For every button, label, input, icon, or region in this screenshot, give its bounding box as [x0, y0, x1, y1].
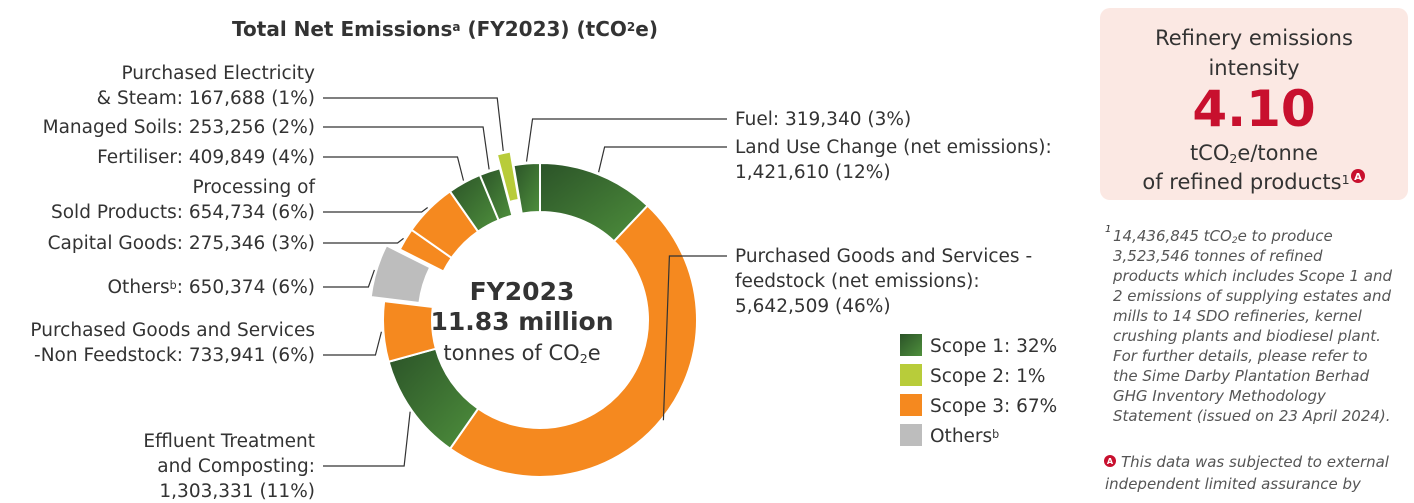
leader-line [323, 331, 383, 356]
badge-letter: A [1107, 457, 1114, 466]
segment-label: Purchased Goods and Services - [735, 246, 1032, 267]
leader-line [662, 255, 727, 421]
label-part: b [170, 279, 177, 292]
footnote-line: the Sime Darby Plantation Berhad [1113, 367, 1370, 385]
badge-letter: A [1354, 172, 1362, 183]
leader-line [323, 97, 504, 152]
script-text: 2 [1229, 151, 1237, 166]
center-year: FY2023 [470, 277, 575, 306]
footnote-line: mills to 14 SDO refineries, kernel [1113, 307, 1363, 325]
footnote-line: 14,436,845 tCO2e to produce [1113, 227, 1333, 246]
segment-label: Sold Products: 654,734 (6%) [51, 202, 315, 223]
footnote-line: products which includes Scope 1 and [1112, 267, 1392, 285]
segment-label: Fertiliser: 409,849 (4%) [97, 147, 315, 168]
legend-swatch [900, 364, 922, 386]
leader-line [323, 237, 404, 244]
segment-label: Fuel: 319,340 (3%) [735, 109, 911, 130]
legend-label: Scope 1: 32% [930, 336, 1057, 357]
script-text: 2 [580, 351, 588, 366]
text-part: e [588, 341, 601, 365]
footnote-marker: 1 [1105, 224, 1111, 235]
label-part: Others [108, 277, 170, 298]
text-part: (FY2023) (tCO [460, 17, 626, 41]
segment-label: 5,642,509 (46%) [735, 296, 891, 317]
segment-label: Purchased Electricity [121, 63, 315, 84]
segment-label: -Non Feedstock: 733,941 (6%) [34, 345, 315, 366]
text-part: Total Net Emissions [232, 17, 452, 41]
donut-segment [382, 299, 438, 363]
text-part: of refined products [1142, 170, 1341, 194]
label-part: : 650,374 (6%) [177, 277, 315, 298]
leader-line [323, 207, 429, 213]
text-part: tCO [1190, 141, 1229, 165]
center-unit: tonnes of CO2e [443, 341, 600, 366]
panel-unit: tCO2e/tonne [1190, 141, 1318, 166]
segment-label: 1,303,331 (11%) [159, 481, 315, 502]
segment-label: and Composting: [157, 456, 315, 477]
text-part: tonnes of CO [443, 341, 579, 365]
leader-line [323, 269, 375, 288]
footnote-line: 3,523,546 tonnes of refined [1113, 247, 1323, 265]
script-text: a [452, 20, 460, 34]
footnote-line: For further details, please refer to [1113, 347, 1368, 365]
badge [1351, 169, 1365, 183]
segment-label: Capital Goods: 275,346 (3%) [48, 233, 315, 254]
donut-segment [478, 166, 514, 222]
panel-box [1100, 8, 1408, 200]
footnote-line: crushing plants and biodiesel plant. [1113, 327, 1381, 345]
text-part: 14,436,845 tCO [1113, 227, 1232, 245]
badge [1104, 455, 1116, 467]
legend-swatch [900, 394, 922, 416]
leader-line [323, 156, 465, 181]
text-part: e to produce [1238, 227, 1333, 245]
leader-line [525, 118, 727, 162]
footnote-line: GHG Inventory Methodology [1113, 387, 1327, 405]
footnote-line: 2 emissions of supplying estates and [1113, 287, 1391, 305]
text-part: e) [635, 17, 658, 41]
segment-label: Land Use Change (net emissions): [735, 137, 1052, 158]
legend-label: Scope 2: 1% [930, 366, 1045, 387]
panel-title: intensity [1208, 56, 1299, 80]
panel-value: 4.10 [1192, 80, 1315, 138]
segment-label: feedstock (net emissions): [735, 271, 980, 292]
text-part: Others [930, 426, 992, 447]
segment-label: Processing of [193, 177, 316, 198]
legend-swatch [900, 334, 922, 356]
text-part: e/tonne [1237, 141, 1318, 165]
script-text: b [992, 428, 999, 441]
chart-title: Total Net Emissionsa (FY2023) (tCO2e) [232, 17, 658, 41]
script-text: 2 [1232, 236, 1238, 246]
donut-segment [448, 204, 698, 478]
center-total: 11.83 million [430, 307, 613, 336]
leader-line [323, 126, 490, 170]
panel-unit: of refined products1 [1142, 170, 1349, 194]
leader-line [598, 146, 727, 173]
panel-title: Refinery emissions [1155, 26, 1353, 50]
segment-label: 1,421,610 (12%) [735, 162, 891, 183]
donut-segment [512, 161, 541, 215]
segment-label: Purchased Goods and Services [30, 320, 315, 341]
footnote-line: This data was subjected to external [1121, 453, 1390, 471]
legend-label: Othersb [930, 426, 999, 447]
legend-swatch [900, 424, 922, 446]
footnote-line: Statement (issued on 23 April 2024). [1113, 407, 1391, 425]
footnote-line: independent limited assurance by [1105, 475, 1362, 493]
legend-label: Scope 3: 67% [930, 396, 1057, 417]
segment-label: Managed Soils: 253,256 (2%) [43, 117, 315, 138]
segment-label: Othersb: 650,374 (6%) [108, 277, 316, 298]
segment-label: & Steam: 167,688 (1%) [97, 88, 315, 109]
donut-segment [369, 244, 432, 305]
segment-label: Effluent Treatment [143, 431, 315, 452]
leader-line [323, 411, 411, 467]
script-text: 2 [627, 20, 635, 34]
script-text: 1 [1342, 172, 1350, 187]
